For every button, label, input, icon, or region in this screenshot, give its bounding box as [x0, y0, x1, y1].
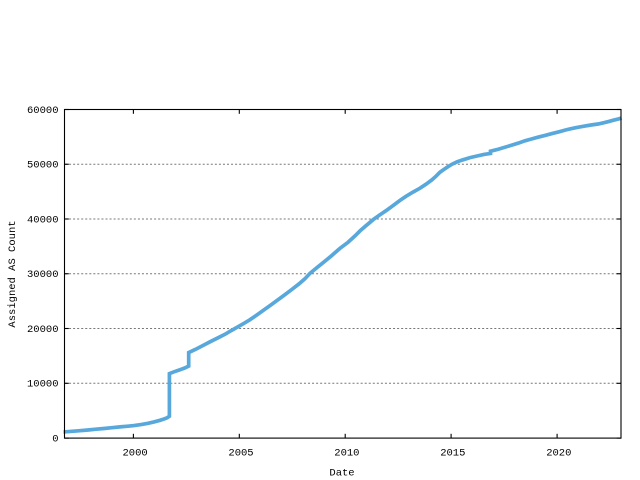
svg-text:Date: Date [329, 467, 354, 479]
svg-text:60000: 60000 [27, 105, 59, 117]
svg-text:40000: 40000 [27, 214, 59, 226]
svg-text:Assigned AS Count: Assigned AS Count [7, 220, 19, 327]
svg-text:2000: 2000 [122, 448, 147, 460]
svg-text:10000: 10000 [27, 379, 59, 391]
svg-text:20000: 20000 [27, 324, 59, 336]
svg-text:2010: 2010 [334, 448, 359, 460]
svg-text:30000: 30000 [27, 269, 59, 281]
svg-text:2005: 2005 [228, 448, 253, 460]
svg-text:2020: 2020 [546, 448, 571, 460]
svg-text:2015: 2015 [440, 448, 465, 460]
svg-text:0: 0 [52, 434, 58, 446]
svg-text:50000: 50000 [27, 160, 59, 172]
